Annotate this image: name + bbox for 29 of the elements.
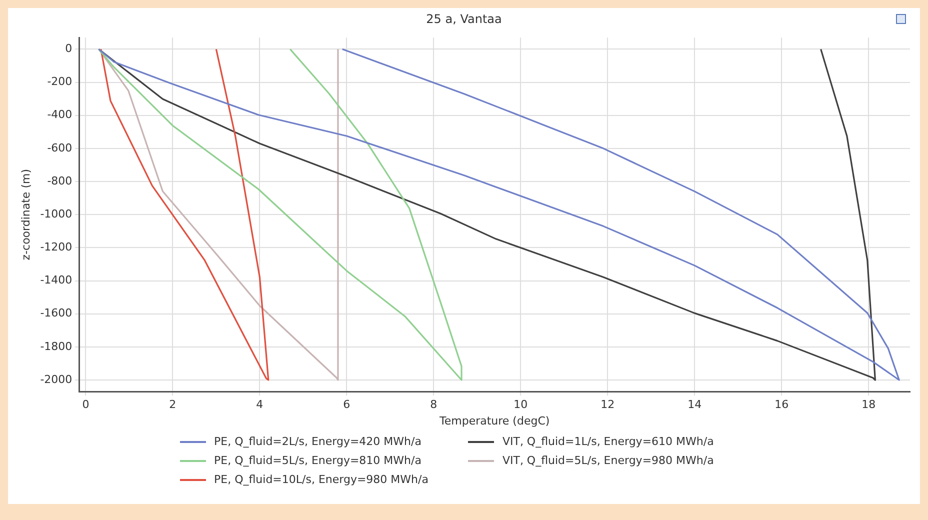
- y-tick-label: -1200: [40, 240, 72, 254]
- y-tick-label: -400: [47, 108, 72, 122]
- y-tick-label: -2000: [40, 372, 72, 386]
- legend-label: PE, Q_fluid=5L/s, Energy=810 MWh/a: [214, 454, 422, 467]
- y-tick-label: -1000: [40, 207, 72, 220]
- x-axis-title: Temperature (degC): [438, 414, 550, 428]
- x-tick-label: 14: [688, 398, 702, 412]
- y-axis-title: z-coordinate (m): [19, 168, 32, 260]
- x-tick-label: 12: [600, 398, 615, 412]
- y-tick-label: -600: [47, 141, 72, 154]
- y-tick-label: 0: [65, 42, 72, 56]
- legend-label: VIT, Q_fluid=1L/s, Energy=610 MWh/a: [502, 435, 714, 448]
- x-tick-label: 6: [343, 398, 350, 412]
- y-tick-label: -1400: [40, 274, 72, 287]
- legend-label: PE, Q_fluid=10L/s, Energy=980 MWh/a: [214, 473, 428, 486]
- x-tick-label: 8: [430, 398, 438, 412]
- x-tick-label: 2: [169, 398, 176, 412]
- x-tick-label: 0: [82, 398, 90, 412]
- x-tick-label: 16: [774, 398, 789, 412]
- y-tick-label: -800: [47, 174, 72, 188]
- y-tick-label: -1600: [40, 306, 72, 320]
- x-tick-label: 10: [514, 398, 528, 412]
- chart-title: 25 a, Vantaa: [425, 12, 503, 26]
- y-tick-label: -1800: [40, 340, 72, 353]
- y-tick-label: -200: [47, 75, 72, 88]
- legend-label: PE, Q_fluid=2L/s, Energy=420 MWh/a: [214, 435, 422, 448]
- x-tick-label: 4: [256, 398, 264, 412]
- legend-label: VIT, Q_fluid=5L/s, Energy=980 MWh/a: [502, 454, 714, 467]
- x-tick-label: 18: [862, 398, 876, 412]
